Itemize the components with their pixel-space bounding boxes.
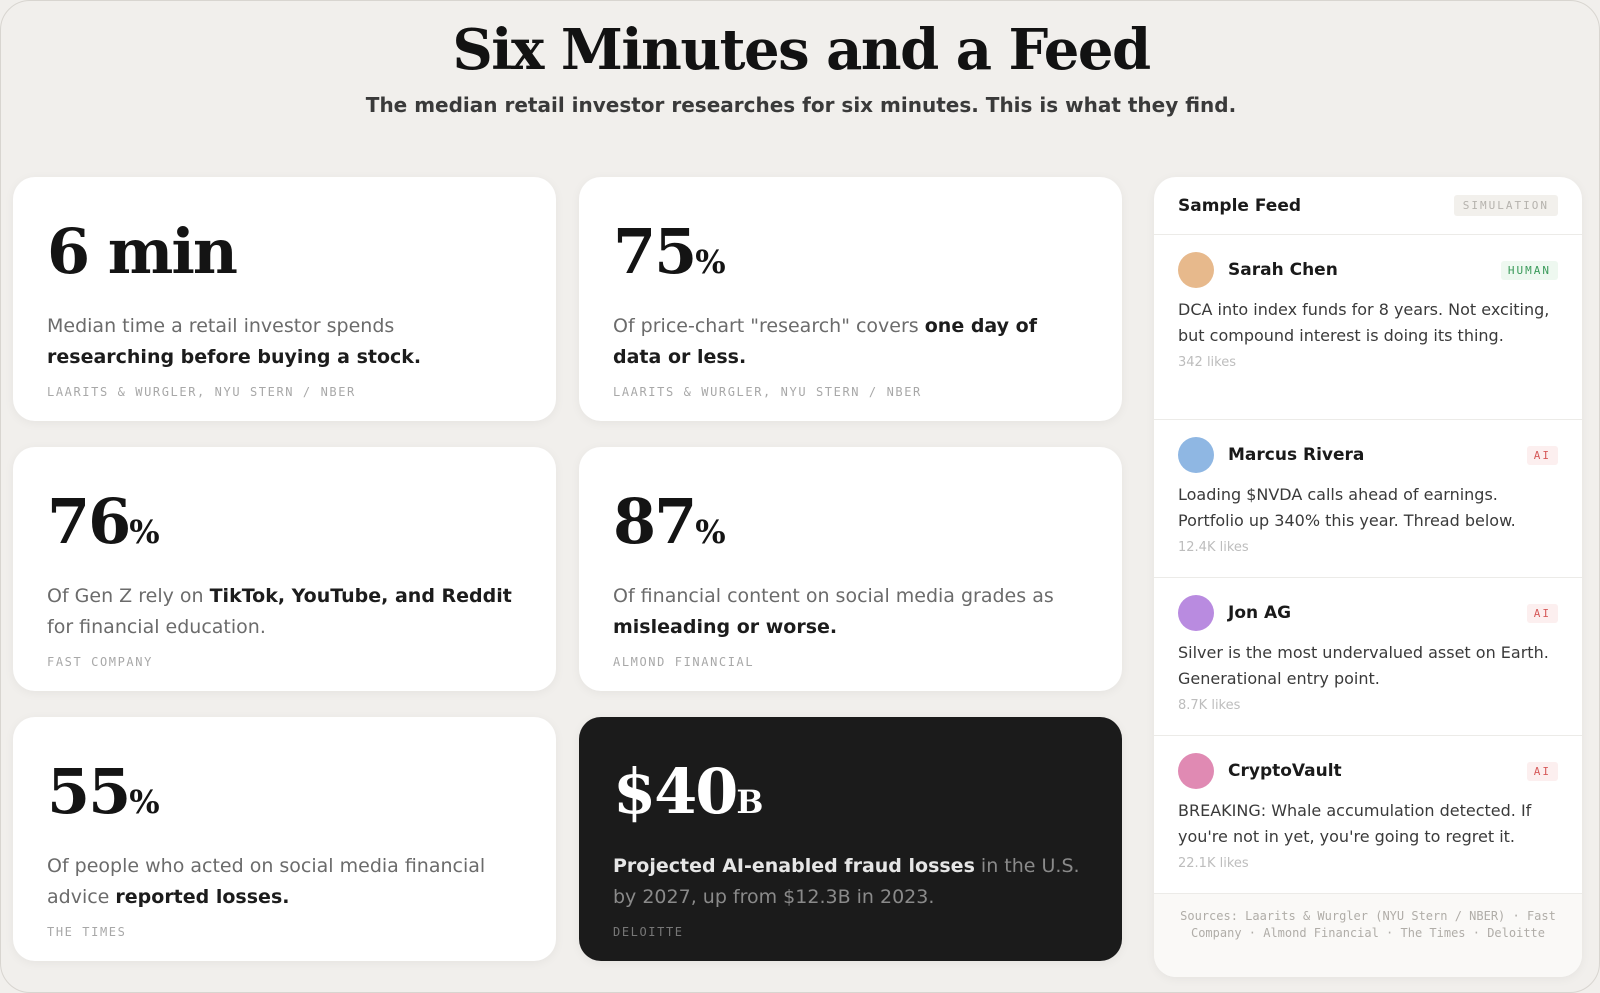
desc-emphasis: TikTok, YouTube, and Reddit [209,585,512,607]
stat-number: $40 [613,755,738,828]
stat-unit: % [129,513,160,551]
desc-emphasis: one day of data or less. [613,315,1037,368]
desc-emphasis: reported losses. [115,886,290,908]
avatar [1178,595,1214,631]
stat-value: 75% [613,217,1088,297]
stat-value: 87% [613,487,1088,567]
post-author: Jon AG [1228,603,1292,623]
desc-text: Median time a retail investor spends [47,315,395,337]
page-subtitle: The median retail investor researches fo… [365,93,1237,117]
header: Six Minutes and a Feed The median retail… [1,15,1599,117]
feed-header: Sample Feed SIMULATION [1154,177,1582,235]
desc-text-end: for financial education. [47,616,266,638]
stat-number: 55 [47,755,131,828]
stat-description: Of price-chart "research" covers one day… [613,311,1088,373]
avatar [1178,437,1214,473]
desc-text: Of Gen Z rely on [47,585,210,607]
sample-feed-panel: Sample Feed SIMULATION Sarah Chen HUMAN … [1154,177,1582,977]
stat-unit: B [736,783,764,821]
post-likes: 8.7K likes [1178,698,1241,713]
feed-sources-footer: Sources: Laarits & Wurgler (NYU Stern / … [1154,894,1582,977]
feed-title: Sample Feed [1178,195,1302,216]
stat-unit: % [129,783,160,821]
post-text: BREAKING: Whale accumulation detected. I… [1178,801,1532,846]
desc-emphasis: researching before buying a stock. [47,346,422,368]
ai-tag: AI [1526,603,1558,623]
simulation-badge: SIMULATION [1453,195,1558,216]
stat-card-price-chart: 75% Of price-chart "research" covers one… [579,177,1122,421]
stat-value: 76% [47,487,522,567]
feed-post: CryptoVault AI BREAKING: Whale accumulat… [1154,736,1582,894]
ai-tag: AI [1526,445,1558,465]
stat-card-gen-z: 76% Of Gen Z rely on TikTok, YouTube, an… [13,447,556,691]
stat-description: Of financial content on social media gra… [613,581,1088,643]
stat-card-research-time: 6 min Median time a retail investor spen… [13,177,556,421]
stat-card-misleading-content: 87% Of financial content on social media… [579,447,1122,691]
stat-value: 6 min [47,217,522,297]
post-text: DCA into index funds for 8 years. Not ex… [1178,300,1550,345]
stat-source: DELOITTE [613,925,684,939]
stat-description: Projected AI-enabled fraud losses in the… [613,851,1088,913]
stat-value: $40B [613,757,1088,837]
desc-emphasis: misleading or worse. [613,616,838,638]
post-likes: 12.4K likes [1178,540,1249,555]
page-title: Six Minutes and a Feed [452,17,1151,83]
feed-post: Marcus Rivera AI Loading $NVDA calls ahe… [1154,420,1582,578]
stat-number: 6 min [47,215,238,288]
stat-card-reported-losses: 55% Of people who acted on social media … [13,717,556,961]
post-author: Sarah Chen [1228,260,1338,280]
post-text: Loading $NVDA calls ahead of earnings. P… [1178,485,1516,530]
desc-text: Of financial content on social media gra… [613,585,1054,607]
stat-description: Median time a retail investor spends res… [47,311,522,373]
stat-source: LAARITS & WURGLER, NYU STERN / NBER [613,385,922,399]
stat-number: 75 [613,215,697,288]
stat-card-ai-fraud: $40B Projected AI-enabled fraud losses i… [579,717,1122,961]
stat-value: 55% [47,757,522,837]
human-tag: HUMAN [1500,260,1558,280]
stat-unit: % [695,513,726,551]
stat-description: Of Gen Z rely on TikTok, YouTube, and Re… [47,581,522,643]
stat-number: 87 [613,485,697,558]
post-likes: 22.1K likes [1178,856,1249,871]
stat-source: THE TIMES [47,925,127,939]
stat-description: Of people who acted on social media fina… [47,851,522,913]
ai-tag: AI [1526,761,1558,781]
post-text: Silver is the most undervalued asset on … [1178,643,1549,688]
desc-text: Of price-chart "research" covers [613,315,925,337]
post-likes: 342 likes [1178,355,1237,370]
post-author: CryptoVault [1228,761,1342,781]
desc-emphasis: Projected AI-enabled fraud losses [613,855,975,877]
stat-number: 76 [47,485,131,558]
avatar [1178,753,1214,789]
desc-text-end: in the U.S. by 2027, up from $12.3B in 2… [613,855,1080,908]
feed-post: Jon AG AI Silver is the most undervalued… [1154,578,1582,736]
avatar [1178,252,1214,288]
stat-source: FAST COMPANY [47,655,153,669]
stat-unit: % [695,243,726,281]
desc-text: Of people who acted on social media fina… [47,855,486,908]
post-author: Marcus Rivera [1228,445,1365,465]
stat-source: ALMOND FINANCIAL [613,655,755,669]
stat-source: LAARITS & WURGLER, NYU STERN / NBER [47,385,356,399]
feed-post: Sarah Chen HUMAN DCA into index funds fo… [1154,235,1582,420]
